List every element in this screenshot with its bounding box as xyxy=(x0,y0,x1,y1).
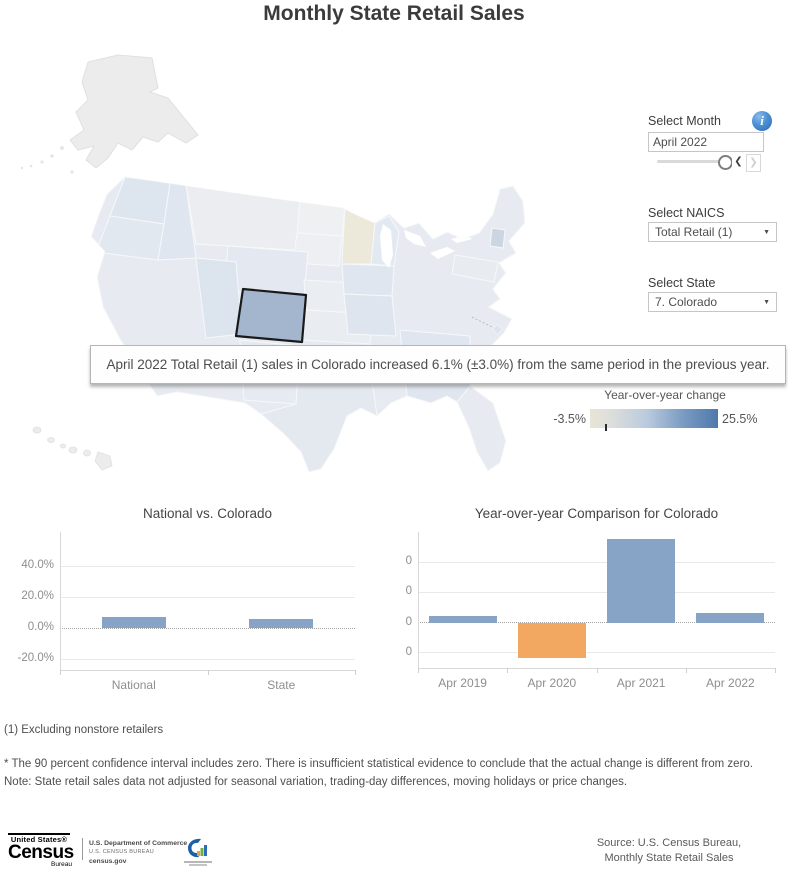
x-axis-category-label: Apr 2022 xyxy=(706,676,755,690)
y-axis-tick-label: 0 xyxy=(405,615,412,628)
category-boundary-tick xyxy=(60,670,61,675)
bar-apr-2019[interactable] xyxy=(428,615,497,623)
census-logo-sub: Bureau xyxy=(51,861,72,868)
x-axis-category-label: Apr 2019 xyxy=(438,676,487,690)
eco-logo-caption-line xyxy=(184,861,212,863)
tooltip-banner-text: April 2022 Total Retail (1) sales in Col… xyxy=(106,357,770,372)
zero-gridline xyxy=(418,622,775,624)
gridline xyxy=(418,591,775,593)
legend-min-label: -3.5% xyxy=(553,412,586,426)
y-axis-tick-label: -20.0% xyxy=(17,652,54,665)
bar-national[interactable] xyxy=(101,617,166,629)
category-boundary-tick xyxy=(418,668,419,673)
legend-gradient-bar[interactable] xyxy=(590,409,718,431)
info-icon[interactable]: i xyxy=(752,111,772,131)
y-axis-tick-label: 0 xyxy=(405,645,412,658)
category-boundary-tick xyxy=(355,670,356,675)
census-bureau-line: U.S. CENSUS BUREAU xyxy=(89,848,154,855)
legend-max-label: 25.5% xyxy=(722,412,758,426)
tooltip-banner: April 2022 Total Retail (1) sales in Col… xyxy=(90,345,786,384)
chevron-down-icon: ▼ xyxy=(763,298,770,306)
state-dropdown[interactable]: 7. Colorado ▼ xyxy=(648,292,777,312)
footnote-nonstore: (1) Excluding nonstore retailers xyxy=(4,724,164,736)
category-boundary-tick xyxy=(775,668,776,673)
chevron-down-icon: ▼ xyxy=(763,228,770,236)
y-axis-tick-label: 0.0% xyxy=(27,621,54,634)
footnote-adjustment: Note: State retail sales data not adjust… xyxy=(4,776,628,788)
x-axis-category-label: Apr 2020 xyxy=(527,676,577,690)
gridline xyxy=(60,596,355,598)
naics-dropdown-value: Total Retail (1) xyxy=(655,225,733,239)
category-boundary-tick xyxy=(207,670,209,675)
category-boundary-tick xyxy=(685,668,687,673)
y-axis-tick-label: 20.0% xyxy=(21,590,54,603)
select-naics-label: Select NAICS xyxy=(648,206,725,220)
source-line-1: Source: U.S. Census Bureau, xyxy=(596,837,742,849)
chart-national-vs-state: National vs. Colorado 40.0% 20.0% 0.0% -20.0… xyxy=(0,500,390,700)
census-bureau-logo: United States® Census Bureau xyxy=(8,833,74,868)
y-axis-tick-label: 0 xyxy=(405,555,412,568)
bar-apr-2021[interactable] xyxy=(607,539,676,623)
bar-apr-2020[interactable] xyxy=(517,622,586,659)
zero-gridline xyxy=(60,627,355,629)
gridline xyxy=(418,652,775,654)
census-gov-line: census.gov xyxy=(89,857,127,865)
select-month-label: Select Month xyxy=(648,114,721,128)
dc-callout-line xyxy=(471,316,495,329)
state-minnesota xyxy=(341,205,376,265)
x-axis-category-label: National xyxy=(111,678,156,692)
eco-logo-caption-line2 xyxy=(189,864,207,866)
commerce-line: U.S. Department of Commerce xyxy=(89,840,188,847)
bar-state[interactable] xyxy=(249,618,314,629)
category-boundary-tick xyxy=(507,668,509,673)
census-logo-top: United States® xyxy=(8,833,70,844)
previous-month-button[interactable]: ❮ xyxy=(732,154,745,170)
bar-apr-2022[interactable] xyxy=(696,613,765,623)
y-axis-line xyxy=(418,532,419,668)
y-axis-line xyxy=(60,532,61,670)
y-axis-tick-label: 0 xyxy=(405,585,412,598)
economic-indicators-logo-icon xyxy=(188,838,207,858)
gridline xyxy=(418,561,775,563)
state-dc-diamond[interactable] xyxy=(491,323,504,336)
source-line-2: Monthly State Retail Sales xyxy=(604,852,734,865)
month-input[interactable] xyxy=(648,132,764,152)
state-colorado-highlight[interactable] xyxy=(234,287,308,344)
select-state-label: Select State xyxy=(648,276,716,290)
legend-zero-tick xyxy=(605,424,608,431)
x-axis-category-label: Apr 2021 xyxy=(616,676,666,690)
great-lakes xyxy=(380,224,472,268)
month-slider-handle[interactable] xyxy=(718,155,733,170)
page-title: Monthly State Retail Sales xyxy=(263,2,525,25)
state-dropdown-value: 7. Colorado xyxy=(655,295,718,309)
next-month-button[interactable]: ❯ xyxy=(746,154,761,172)
gridline xyxy=(60,658,355,660)
commerce-text-block: U.S. Department of Commerce U.S. CENSUS … xyxy=(89,839,187,867)
footnote-confidence: * The 90 percent confidence interval inc… xyxy=(4,758,753,770)
footer-divider xyxy=(82,838,83,860)
chart-title: National vs. Colorado xyxy=(142,506,273,521)
state-shapes[interactable] xyxy=(95,177,506,472)
gridline xyxy=(60,565,355,567)
x-axis-category-label: State xyxy=(267,678,296,692)
y-axis-tick-label: 40.0% xyxy=(21,559,54,572)
source-attribution: Source: U.S. Census Bureau, Monthly Stat… xyxy=(556,836,782,867)
chart-title: Year-over-year Comparison for Colorado xyxy=(474,506,719,521)
chart-yoy-comparison: Year-over-year Comparison for Colorado 0 0… xyxy=(390,500,788,700)
state-hawaii[interactable] xyxy=(32,426,113,471)
category-boundary-tick xyxy=(596,668,598,673)
alaska-aleutian-islands xyxy=(20,146,74,174)
naics-dropdown[interactable]: Total Retail (1) ▼ xyxy=(648,222,777,242)
state-alaska[interactable] xyxy=(69,54,199,169)
legend-title: Year-over-year change xyxy=(604,388,726,402)
month-slider-track[interactable] xyxy=(657,160,723,163)
census-logo-main: Census xyxy=(8,842,74,863)
